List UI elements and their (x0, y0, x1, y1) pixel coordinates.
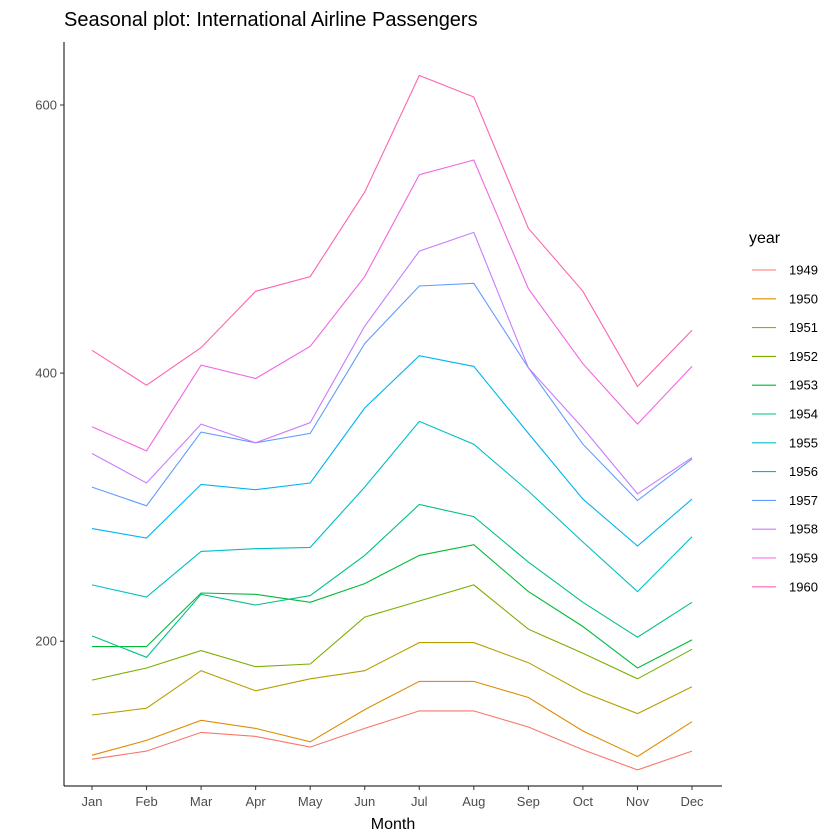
legend-item: 1955 (752, 435, 818, 450)
legend-label: 1951 (789, 320, 818, 335)
series-line-1954 (91, 503, 693, 658)
x-tick-label: Jun (354, 794, 375, 809)
x-tick-label: Jan (82, 794, 103, 809)
series-line-1950 (91, 680, 693, 758)
legend-item: 1952 (752, 349, 818, 364)
x-tick-label: Apr (246, 794, 267, 809)
series-line-1957 (91, 282, 693, 507)
legend-label: 1957 (789, 493, 818, 508)
x-tick-label: Dec (680, 794, 704, 809)
x-axis-ticks: Jan Feb Mar Apr May Jun Jul Aug Sep Oct Nov Dec (82, 786, 704, 809)
legend-label: 1955 (789, 435, 818, 450)
series-line-1955 (91, 420, 693, 598)
x-tick-label: Sep (517, 794, 540, 809)
legend-item: 1951 (752, 320, 818, 335)
legend-label: 1958 (789, 522, 818, 537)
legend-label: 1959 (789, 551, 818, 566)
x-tick-label: Feb (135, 794, 157, 809)
legend-label: 1950 (789, 291, 818, 306)
legend: year 1949 1950 1951 1952 1953 1954 1955 1956 195… (749, 230, 818, 594)
series-line-1952 (91, 584, 693, 681)
series-line-1960 (91, 74, 693, 388)
x-tick-label: Mar (190, 794, 213, 809)
x-tick-label: Aug (462, 794, 485, 809)
legend-item: 1960 (752, 579, 818, 594)
series-line-1959 (91, 159, 693, 452)
series-line-1956 (91, 355, 693, 547)
series-lines (91, 74, 693, 771)
x-axis-title: Month (371, 816, 415, 833)
series-line-1958 (91, 231, 693, 495)
x-tick-label: Oct (573, 794, 594, 809)
series-line-1953 (92, 544, 693, 669)
legend-item: 1953 (752, 378, 818, 393)
legend-item: 1956 (752, 464, 818, 479)
legend-item: 1959 (752, 551, 818, 566)
series-line-1951 (91, 642, 693, 716)
legend-item: 1957 (752, 493, 818, 508)
legend-item: 1950 (752, 291, 818, 306)
x-tick-label: Jul (411, 794, 428, 809)
legend-label: 1952 (789, 349, 818, 364)
legend-item: 1949 (752, 263, 818, 278)
x-tick-label: May (298, 794, 323, 809)
legend-label: 1953 (789, 378, 818, 393)
legend-label: 1954 (789, 407, 818, 422)
legend-title: year (749, 230, 781, 247)
y-tick-label: 400 (35, 366, 57, 381)
chart-title: Seasonal plot: International Airline Pas… (64, 9, 478, 31)
legend-label: 1949 (789, 263, 818, 278)
legend-label: 1956 (789, 464, 818, 479)
legend-items: 1949 1950 1951 1952 1953 1954 1955 1956 1957 1958… (752, 263, 818, 594)
legend-item: 1954 (752, 407, 818, 422)
x-tick-label: Nov (626, 794, 650, 809)
y-tick-label: 200 (35, 634, 57, 649)
y-tick-label: 600 (35, 98, 57, 113)
legend-label: 1960 (789, 579, 818, 594)
y-axis-ticks: 200 400 600 (35, 98, 64, 649)
series-line-1949 (91, 710, 693, 771)
plot-area (91, 74, 693, 771)
legend-item: 1958 (752, 522, 818, 537)
